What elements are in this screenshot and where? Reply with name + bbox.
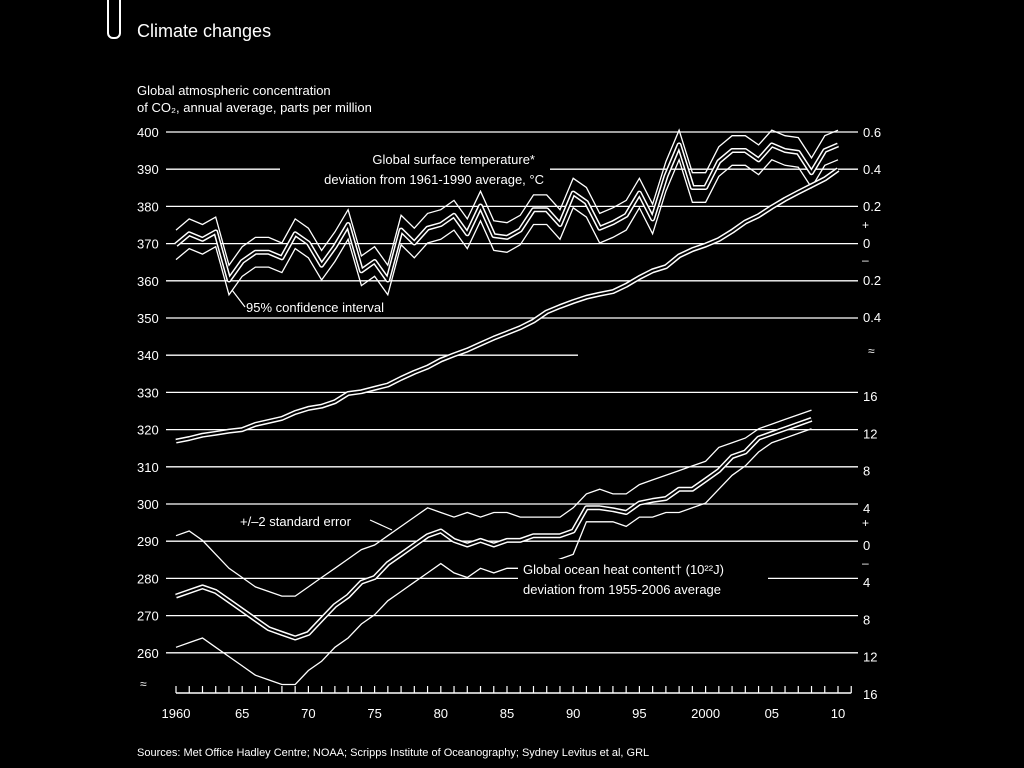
co2-line-inner bbox=[175, 168, 839, 443]
ocean-label-1: Global ocean heat content† (10²²J) bbox=[523, 562, 724, 577]
right-top-tick-label: 0 bbox=[863, 236, 870, 251]
x-tick-label: 90 bbox=[566, 706, 580, 721]
left-tick-label: 270 bbox=[137, 609, 159, 624]
ocean-heat-line-inner bbox=[175, 418, 812, 639]
left-tick-label: 330 bbox=[137, 385, 159, 400]
x-tick-label: 85 bbox=[500, 706, 514, 721]
temperature-label-2: deviation from 1961-1990 average, °C bbox=[324, 172, 544, 187]
right-axis: 0.6 0.4 0.2 0 0.2 0.4 16 12 8 4 0 4 8 12 16 bbox=[863, 125, 881, 702]
left-tick-label: 380 bbox=[137, 199, 159, 214]
x-tick-label: 80 bbox=[434, 706, 448, 721]
ocean-se-lower bbox=[175, 428, 812, 686]
right-bottom-tick-label: 12 bbox=[863, 426, 877, 441]
subtitle-line-2: of CO₂, annual average, parts per millio… bbox=[137, 100, 372, 115]
se-annotation: +/–2 standard error bbox=[238, 513, 393, 531]
chart-title: Climate changes bbox=[137, 21, 271, 41]
right-top-tick-label: 0.6 bbox=[863, 125, 881, 140]
left-tick-label: 390 bbox=[137, 162, 159, 177]
x-tick-label: 95 bbox=[632, 706, 646, 721]
ocean-annotation: Global ocean heat content† (10²²J) devia… bbox=[518, 559, 768, 599]
right-bottom-tick-label: 4 bbox=[863, 501, 870, 516]
x-tick-label: 75 bbox=[367, 706, 381, 721]
x-axis: 1960 65 70 75 80 85 90 95 2000 05 10 bbox=[162, 686, 852, 721]
left-axis-break-icon: ≈ bbox=[140, 677, 147, 691]
left-tick-label: 370 bbox=[137, 237, 159, 252]
bottom-minus-sign: – bbox=[862, 556, 869, 570]
x-tick-label: 70 bbox=[301, 706, 315, 721]
right-bottom-tick-label: 4 bbox=[863, 575, 870, 590]
x-tick-label: 1960 bbox=[162, 706, 191, 721]
left-tick-label: 340 bbox=[137, 348, 159, 363]
subtitle-line-1: Global atmospheric concentration bbox=[137, 83, 331, 98]
left-tick-label: 320 bbox=[137, 423, 159, 438]
temperature-ci-upper bbox=[175, 128, 839, 267]
ci-annotation: 95% confidence interval bbox=[231, 289, 414, 316]
left-tick-label: 360 bbox=[137, 274, 159, 289]
top-minus-sign: – bbox=[862, 253, 869, 267]
x-tick-label: 05 bbox=[765, 706, 779, 721]
ocean-se-upper bbox=[175, 409, 812, 597]
x-tick-label: 10 bbox=[831, 706, 845, 721]
x-tick-label: 2000 bbox=[691, 706, 720, 721]
left-tick-label: 280 bbox=[137, 571, 159, 586]
left-tick-label: 310 bbox=[137, 460, 159, 475]
x-tick-label: 65 bbox=[235, 706, 249, 721]
temperature-line-inner bbox=[175, 143, 839, 281]
right-bottom-tick-label: 8 bbox=[863, 464, 870, 479]
left-tick-label: 300 bbox=[137, 497, 159, 512]
top-plus-sign: + bbox=[862, 218, 869, 232]
title-marker bbox=[107, 0, 121, 39]
temperature-annotation: Global surface temperature* deviation fr… bbox=[280, 150, 550, 190]
right-top-tick-label: 0.2 bbox=[863, 273, 881, 288]
right-bottom-tick-label: 12 bbox=[863, 650, 877, 665]
right-top-tick-label: 0.4 bbox=[863, 162, 881, 177]
ci-label: 95% confidence interval bbox=[246, 300, 384, 315]
temperature-ci-lower bbox=[175, 157, 839, 297]
right-bottom-tick-label: 16 bbox=[863, 687, 877, 702]
se-label: +/–2 standard error bbox=[240, 514, 352, 529]
right-bottom-tick-label: 8 bbox=[863, 612, 870, 627]
right-top-tick-label: 0.2 bbox=[863, 199, 881, 214]
right-top-tick-label: 0.4 bbox=[863, 310, 881, 325]
bottom-plus-sign: + bbox=[862, 516, 869, 530]
ocean-label-2: deviation from 1955-2006 average bbox=[523, 582, 721, 597]
right-axis-break-icon: ≈ bbox=[868, 344, 875, 358]
left-tick-label: 290 bbox=[137, 534, 159, 549]
left-tick-label: 350 bbox=[137, 311, 159, 326]
right-bottom-tick-label: 16 bbox=[863, 389, 877, 404]
left-tick-label: 400 bbox=[137, 125, 159, 140]
left-tick-label: 260 bbox=[137, 646, 159, 661]
left-axis: 400 390 380 370 360 350 340 330 320 310 300 290 280 2… bbox=[137, 125, 159, 661]
source-note: Sources: Met Office Hadley Centre; NOAA;… bbox=[137, 747, 649, 759]
temperature-label-1: Global surface temperature* bbox=[372, 152, 535, 167]
series-layer bbox=[174, 128, 840, 686]
right-bottom-tick-label: 0 bbox=[863, 538, 870, 553]
